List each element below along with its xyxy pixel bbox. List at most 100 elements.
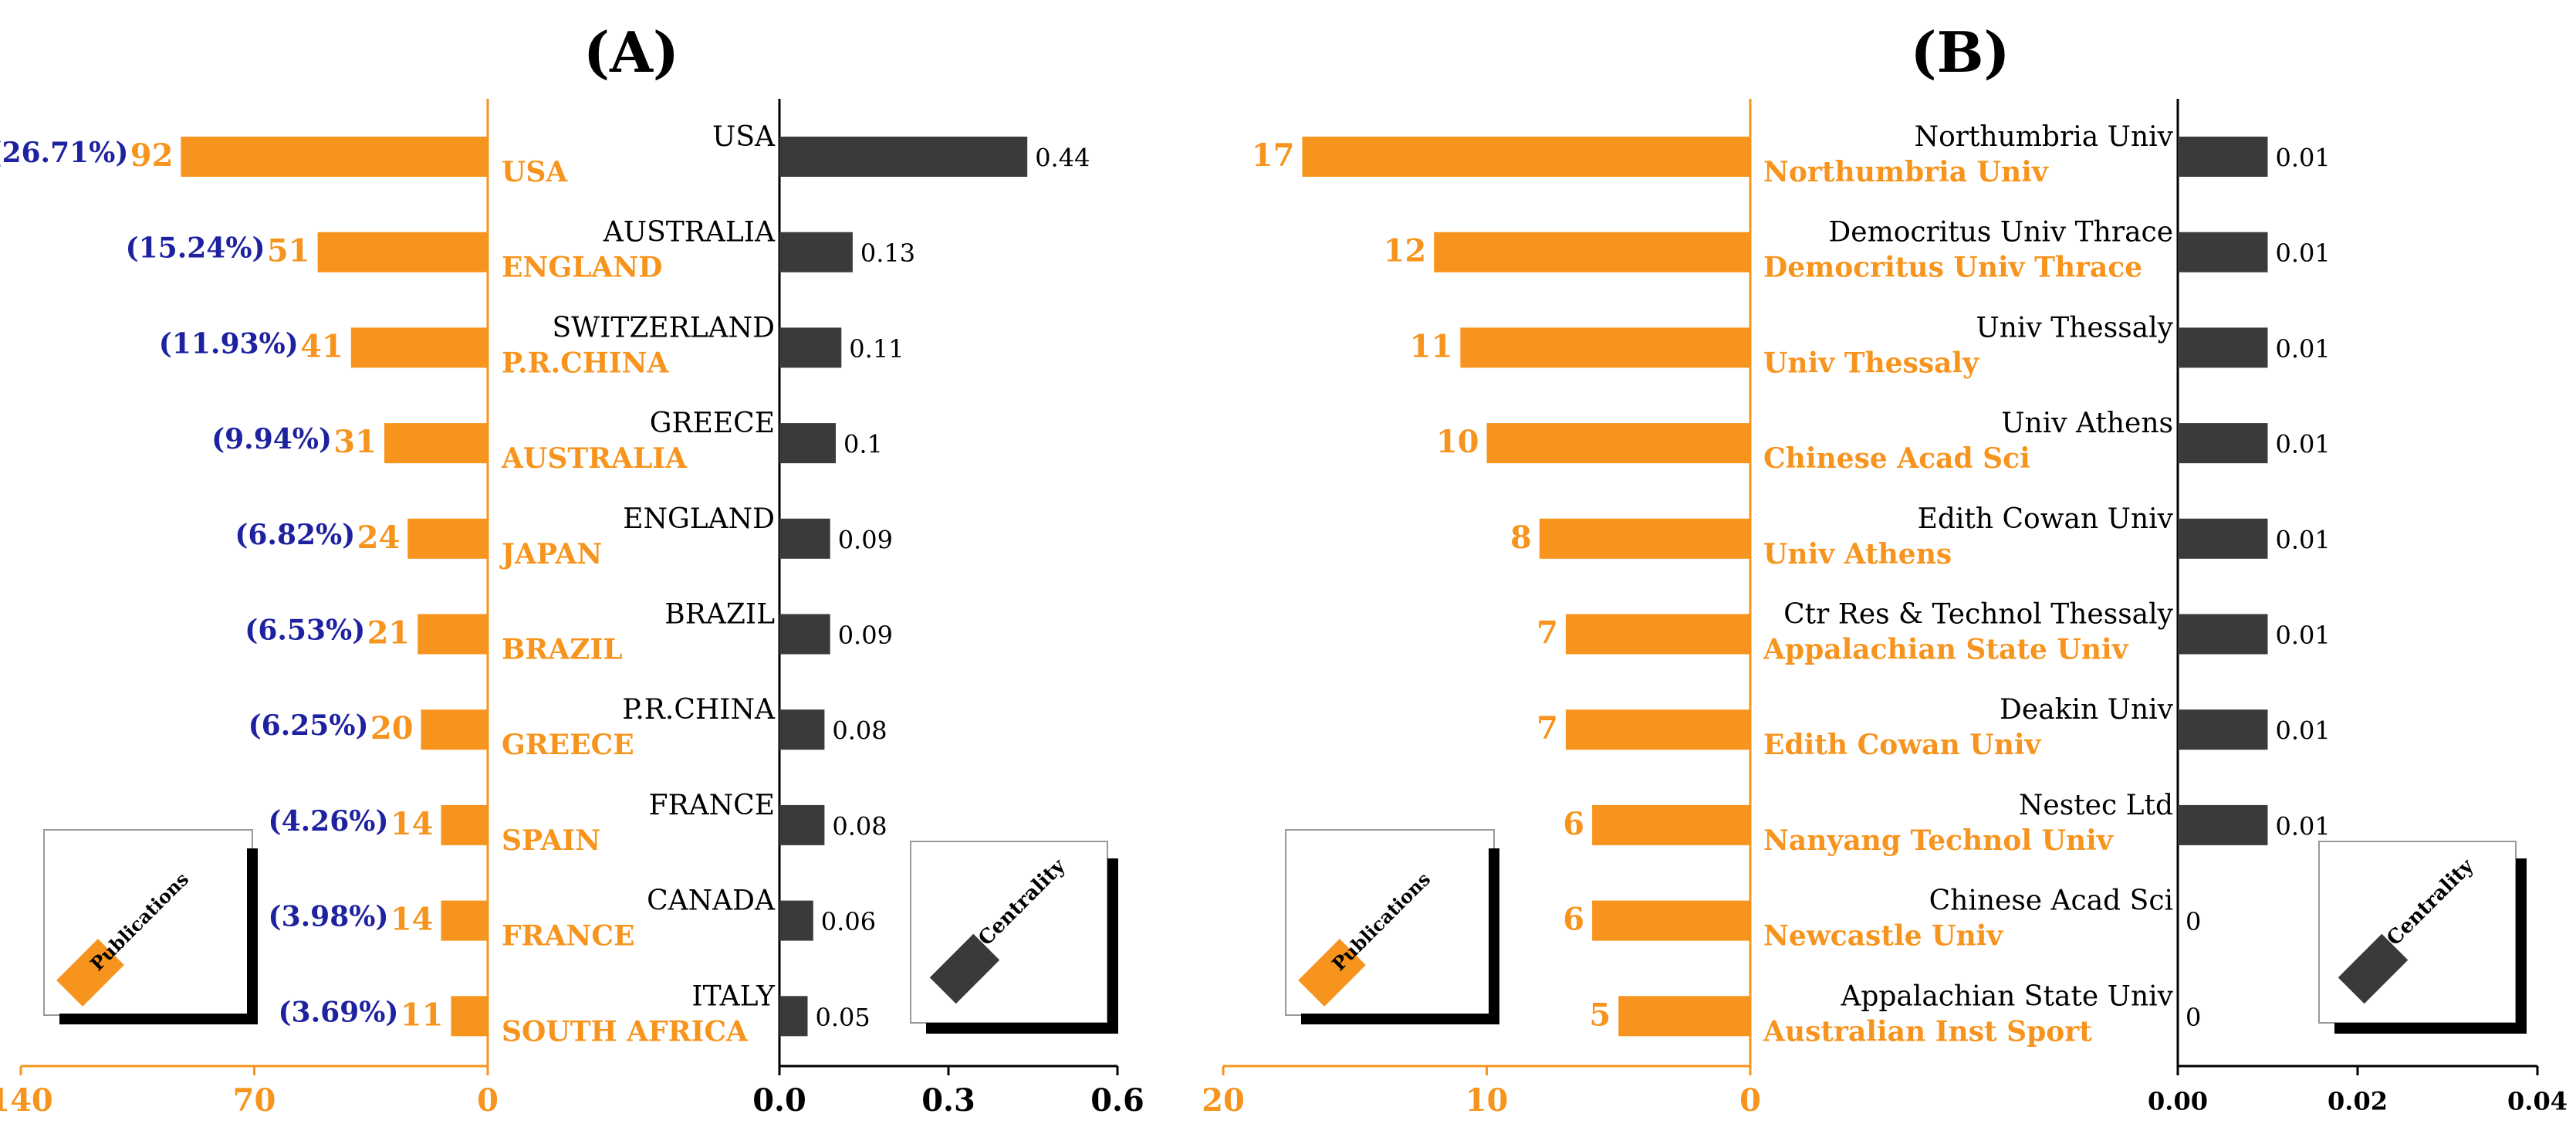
publications-bar	[384, 423, 488, 464]
centrality-legend: Centrality	[910, 841, 1118, 1034]
publications-tick-label: 0	[477, 1082, 499, 1119]
centrality-tick-label: 0.0	[752, 1082, 806, 1119]
centrality-category-label: Appalachian State Univ	[1840, 980, 2173, 1012]
centrality-value-label: 0.44	[1035, 144, 1090, 173]
centrality-category-label: Univ Athens	[2001, 408, 2173, 439]
publications-category-label: Northumbria Univ	[1763, 156, 2049, 188]
publications-bar	[421, 709, 488, 750]
publications-value-label: 11	[1410, 328, 1453, 364]
publications-value-label: 10	[1436, 424, 1479, 460]
centrality-legend-swatch	[929, 933, 1000, 1004]
centrality-value-label: 0.05	[816, 1003, 870, 1032]
centrality-value-label: 0.01	[2276, 239, 2331, 268]
publications-tick-label: 140	[0, 1082, 53, 1119]
centrality-value-label: 0.1	[843, 430, 883, 459]
centrality-value-label: 0.08	[832, 716, 887, 746]
legend-shadow	[59, 848, 258, 1024]
publications-legend-swatch-group	[56, 939, 124, 1007]
publications-value-label: 41	[300, 328, 343, 364]
publications-legend: Publications	[1285, 829, 1499, 1024]
centrality-legend-swatch-group	[2338, 933, 2409, 1004]
publications-percentage-label: (11.93%)	[159, 327, 299, 360]
publications-percentage-label: (9.94%)	[211, 423, 332, 455]
publications-value-label: 7	[1536, 615, 1558, 652]
publications-percentage-label: (15.24%)	[126, 232, 265, 265]
legend-shadow	[1301, 848, 1499, 1024]
centrality-value-label: 0.09	[838, 525, 893, 554]
publications-value-label: 6	[1563, 902, 1584, 938]
publications-value-label: 51	[267, 233, 310, 269]
centrality-value-label: 0.09	[838, 621, 893, 650]
centrality-category-label: ITALY	[691, 980, 776, 1012]
publications-value-label: 31	[333, 424, 377, 460]
publications-category-label: Appalachian State Univ	[1763, 634, 2129, 666]
centrality-bar	[779, 709, 825, 750]
publications-percentage-label: (4.26%)	[269, 805, 389, 838]
publications-bar	[441, 804, 488, 845]
centrality-bar	[779, 423, 836, 464]
panel-title: (A)	[583, 19, 679, 85]
publications-bar	[1460, 327, 1750, 368]
centrality-tick-label: 0.00	[2148, 1087, 2208, 1116]
panel-a: (A) 140 70 0 92(26.71%) USA 51(15.24%) ENGLAND 4…	[0, 19, 1144, 1119]
publications-bar	[1565, 709, 1750, 750]
publications-legend-swatch-group	[1298, 939, 1366, 1007]
publications-bar	[1592, 804, 1750, 845]
publications-legend: Publications	[43, 829, 258, 1024]
centrality-category-label: Democritus Univ Thrace	[1828, 217, 2173, 249]
publications-category-label: BRAZIL	[502, 634, 623, 666]
publications-category-label: Democritus Univ Thrace	[1763, 252, 2142, 284]
centrality-category-label: Univ Thessaly	[1976, 312, 2173, 344]
publications-category-label: ENGLAND	[502, 252, 662, 284]
publications-bar	[1592, 900, 1750, 941]
publications-value-label: 5	[1589, 997, 1611, 1033]
legend-frame	[910, 841, 1108, 1024]
centrality-category-label: FRANCE	[649, 790, 775, 821]
centrality-bar	[2178, 709, 2268, 750]
publications-category-label: SPAIN	[502, 824, 600, 857]
centrality-value-label: 0.13	[860, 239, 915, 268]
centrality-value-label: 0.01	[2276, 716, 2331, 746]
centrality-bar	[779, 327, 842, 368]
publications-percentage-label: (3.69%)	[279, 996, 399, 1028]
centrality-bar	[779, 996, 808, 1037]
centrality-value-label: 0	[2186, 907, 2201, 936]
panel-title: (B)	[1911, 19, 2010, 85]
publications-bar	[1618, 996, 1750, 1037]
centrality-category-label: P.R.CHINA	[622, 694, 776, 726]
centrality-series: 0.00 0.02 0.04 0.01 Northumbria Univ 0.01 Demo…	[1783, 99, 2568, 1116]
publications-category-label: Chinese Acad Sci	[1763, 442, 2030, 475]
centrality-value-label: 0.01	[2276, 621, 2331, 650]
legend-shadow	[926, 858, 1118, 1034]
publications-series: 140 70 0 92(26.71%) USA 51(15.24%) ENGLAND 41(1…	[0, 99, 749, 1119]
centrality-value-label: 0.01	[2276, 334, 2331, 364]
publications-percentage-label: (3.98%)	[269, 901, 389, 933]
publications-value-label: 92	[130, 137, 174, 174]
publications-category-label: Newcastle Univ	[1763, 920, 2003, 953]
centrality-value-label: 0	[2186, 1003, 2201, 1032]
centrality-tick-label: 0.02	[2328, 1087, 2388, 1116]
legend-frame	[2318, 841, 2517, 1024]
publications-category-label: FRANCE	[502, 920, 634, 953]
publications-category-label: GREECE	[502, 729, 634, 761]
publications-bar	[407, 518, 488, 559]
publications-percentage-label: (6.25%)	[248, 709, 369, 742]
centrality-value-label: 0.01	[2276, 144, 2331, 173]
centrality-bar	[2178, 804, 2268, 845]
centrality-bar	[779, 232, 853, 272]
centrality-value-label: 0.01	[2276, 430, 2331, 459]
publications-value-label: 20	[370, 710, 414, 746]
publications-category-label: USA	[502, 156, 568, 188]
publications-bar	[441, 900, 488, 941]
centrality-series: 0.0 0.3 0.6 0.44 USA 0.13 AUSTRALIA 0.11 SWITZER…	[552, 99, 1144, 1119]
centrality-category-label: BRAZIL	[664, 599, 775, 631]
centrality-value-label: 0.11	[849, 334, 904, 364]
centrality-category-label: SWITZERLAND	[552, 312, 775, 344]
centrality-category-label: Edith Cowan Univ	[1918, 503, 2174, 535]
publications-bar	[451, 996, 488, 1037]
centrality-bar	[2178, 327, 2268, 368]
publications-bar	[418, 614, 488, 655]
centrality-tick-label: 0.6	[1090, 1082, 1144, 1119]
publications-percentage-label: (26.71%)	[0, 137, 128, 169]
centrality-legend: Centrality	[2318, 841, 2527, 1034]
